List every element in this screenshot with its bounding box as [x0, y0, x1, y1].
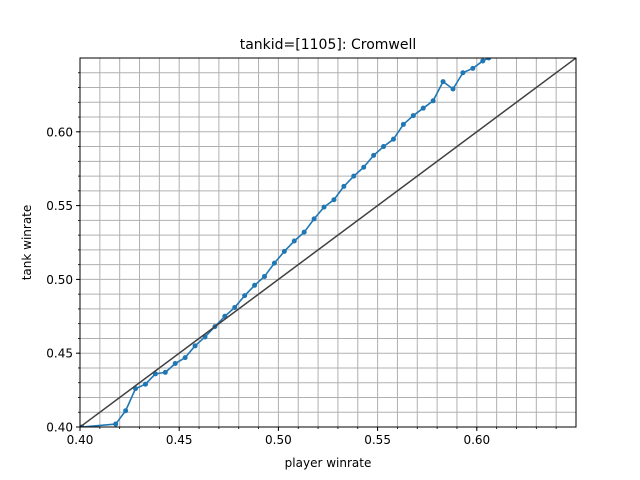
data-point — [301, 229, 307, 235]
grid — [80, 58, 576, 427]
y-tick-label: 0.50 — [46, 273, 73, 287]
data-series-line — [81, 58, 490, 427]
data-point — [192, 343, 198, 349]
data-point — [390, 136, 396, 142]
series-layer — [80, 58, 576, 427]
x-tick-label: 0.45 — [166, 433, 193, 447]
data-point — [460, 70, 466, 76]
data-point — [262, 273, 268, 279]
data-point — [162, 369, 168, 375]
chart-title: tankid=[1105]: Cromwell — [240, 37, 417, 53]
ticks: 0.40 0.45 0.50 0.55 0.60 0.40 0.45 0.50 0.55 0.60 — [46, 72, 557, 447]
data-point — [331, 197, 337, 203]
data-point — [252, 282, 258, 288]
data-point — [113, 421, 119, 427]
data-point — [311, 216, 317, 222]
plot-frame — [79, 57, 577, 428]
x-tick-label: 0.55 — [364, 433, 391, 447]
reference-line — [80, 58, 576, 427]
data-point — [182, 355, 188, 361]
data-point — [361, 164, 367, 170]
data-point — [271, 260, 277, 266]
data-point — [440, 79, 446, 85]
data-point — [291, 238, 297, 244]
data-point — [351, 173, 357, 179]
data-point — [480, 58, 486, 64]
x-tick-label: 0.50 — [265, 433, 292, 447]
data-point — [381, 144, 387, 150]
x-axis-label: player winrate — [285, 456, 372, 470]
x-tick-label: 0.60 — [463, 433, 490, 447]
data-point — [486, 58, 492, 61]
data-point — [242, 293, 248, 299]
data-point — [430, 98, 436, 104]
data-point — [281, 248, 287, 254]
y-tick-label: 0.40 — [46, 421, 73, 435]
data-point — [420, 105, 426, 111]
y-tick-label: 0.55 — [46, 199, 73, 213]
data-point — [123, 408, 129, 414]
data-point — [172, 361, 178, 367]
y-tick-label: 0.60 — [46, 125, 73, 139]
data-point — [321, 204, 327, 210]
data-point — [371, 152, 377, 158]
y-axis-label: tank winrate — [20, 205, 34, 281]
data-point — [142, 381, 148, 387]
data-point — [470, 65, 476, 71]
data-point — [450, 86, 456, 92]
x-tick-label: 0.40 — [67, 433, 94, 447]
y-tick-label: 0.45 — [46, 347, 73, 361]
data-point — [400, 121, 406, 127]
data-point — [232, 304, 238, 310]
data-point — [341, 183, 347, 189]
data-point — [410, 113, 416, 119]
